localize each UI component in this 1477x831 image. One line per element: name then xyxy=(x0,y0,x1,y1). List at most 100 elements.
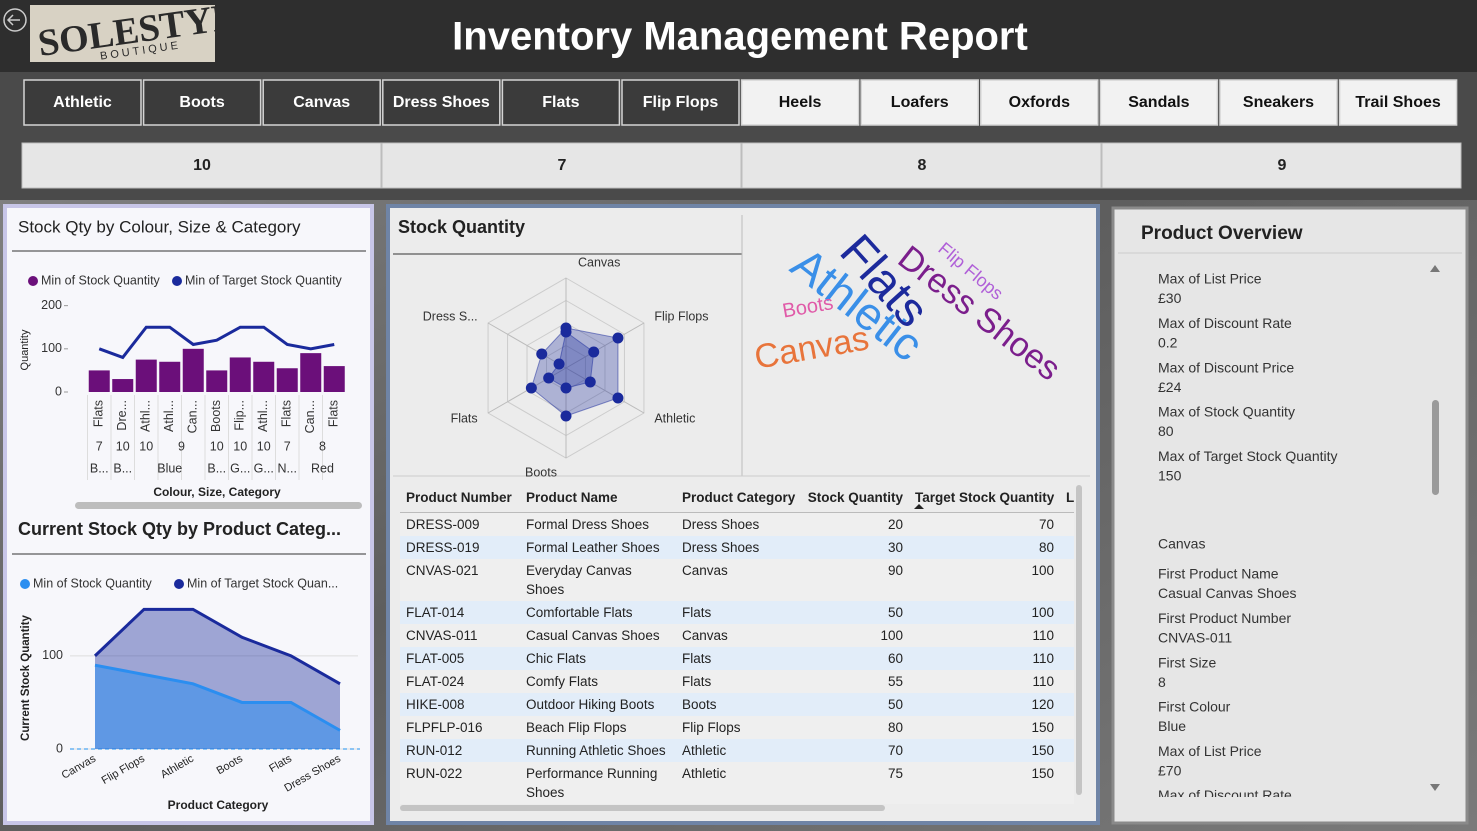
bar xyxy=(135,359,157,392)
table-cell: Athletic xyxy=(676,762,800,804)
filter-button[interactable] xyxy=(860,79,979,126)
filter-button[interactable] xyxy=(621,79,740,126)
table-cell: Everyday Canvas Shoes xyxy=(520,559,676,601)
filter-button[interactable] xyxy=(23,79,142,126)
radar-axis xyxy=(487,322,567,369)
table-cell-empty xyxy=(1060,670,1074,693)
table-cell: 120 xyxy=(909,693,1060,716)
table-cell-empty xyxy=(1060,739,1074,762)
table-cell: Canvas xyxy=(676,624,800,647)
overview-label: Max of Stock Quantity xyxy=(1158,404,1295,420)
bar xyxy=(229,357,251,392)
filter-label: Flip Flops xyxy=(643,94,719,111)
chart-title: Current Stock Qty by Product Categ... xyxy=(18,519,341,539)
colour-label: Red xyxy=(311,461,334,475)
x-tick-label: Athl... xyxy=(162,400,176,432)
table-cell-empty xyxy=(1060,647,1074,670)
table-cell: 150 xyxy=(909,716,1060,739)
filter-button[interactable] xyxy=(1219,79,1338,126)
radar-point xyxy=(612,392,624,404)
filter-button[interactable] xyxy=(980,79,1099,126)
table-cell: CNVAS-021 xyxy=(400,559,520,601)
table-cell: 70 xyxy=(909,512,1060,536)
x-tick-label: Can... xyxy=(303,400,317,433)
overview-value: 8 xyxy=(1158,674,1166,690)
table-cell: 150 xyxy=(909,762,1060,804)
back-button[interactable] xyxy=(3,8,27,32)
overview-label: Max of Discount Rate xyxy=(1158,787,1292,803)
table-cell: 100 xyxy=(909,559,1060,601)
y-tick-label: 0 xyxy=(56,741,63,755)
radar-point xyxy=(584,376,596,388)
overview-value: 80 xyxy=(1158,423,1174,439)
size-label: 10 xyxy=(210,439,224,453)
filter-button[interactable] xyxy=(740,79,860,126)
table-cell: 110 xyxy=(909,624,1060,647)
bar xyxy=(253,361,275,392)
table-cell: FLAT-014 xyxy=(400,601,520,624)
line xyxy=(93,607,341,686)
x-tick-label: Boots xyxy=(209,400,223,432)
table-cell-empty xyxy=(1060,536,1074,559)
table-cell: Canvas xyxy=(676,559,800,601)
column-header: Li xyxy=(1060,482,1074,513)
line xyxy=(94,663,341,732)
scrollbar[interactable] xyxy=(1076,485,1082,795)
table-cell: FLAT-024 xyxy=(400,670,520,693)
kpi-value: 9 xyxy=(1278,157,1287,174)
table-cell: FLAT-005 xyxy=(400,647,520,670)
table-cell-empty xyxy=(1060,693,1074,716)
bar xyxy=(206,370,228,392)
overview-label: First Product Name xyxy=(1158,566,1279,582)
table-head: Product Number Product Name Product Catego… xyxy=(400,482,1074,513)
overview-label: Max of Target Stock Quantity xyxy=(1158,448,1338,464)
table-row: FLAT-005 Chic Flats Flats 60 110 xyxy=(400,647,1074,670)
filter-button[interactable] xyxy=(142,79,262,126)
filter-button[interactable] xyxy=(1338,79,1458,126)
table-cell: Athletic xyxy=(676,739,800,762)
size-label: 8 xyxy=(319,439,326,453)
filter-button[interactable] xyxy=(382,79,501,126)
table-cell: 60 xyxy=(800,647,909,670)
table-cell: Performance Running Shoes xyxy=(520,762,676,804)
size-label: 10 xyxy=(257,439,271,453)
kpi-value: 7 xyxy=(558,157,567,174)
filter-label: Sneakers xyxy=(1243,94,1314,111)
filter-label: Trail Shoes xyxy=(1355,94,1440,111)
y-axis-label: Current Stock Quantity xyxy=(20,614,32,740)
filter-label: Dress Shoes xyxy=(393,94,490,111)
table-cell: Flats xyxy=(676,647,800,670)
colour-label: Blue xyxy=(157,461,182,475)
x-tick-label: Flats xyxy=(92,400,106,427)
x-tick-label: Can... xyxy=(186,400,200,433)
radar-label: Flats xyxy=(451,411,478,425)
table-cell-empty xyxy=(1060,601,1074,624)
bar xyxy=(159,361,181,392)
scrollbar[interactable] xyxy=(75,502,362,509)
table-cell: Chic Flats xyxy=(520,647,676,670)
table-row: RUN-022 Performance Running Shoes Athletic… xyxy=(400,762,1074,804)
x-tick-label: Athl... xyxy=(139,400,153,432)
table-row: FLAT-024 Comfy Flats Flats 55 110 xyxy=(400,670,1074,693)
filter-label: Oxfords xyxy=(1009,94,1070,111)
logo-bg xyxy=(30,5,215,62)
bar xyxy=(112,379,134,392)
overview-label: Max of Discount Rate xyxy=(1158,315,1292,331)
filter-label: Athletic xyxy=(53,94,112,111)
kpi-card xyxy=(1101,142,1462,189)
line xyxy=(98,325,335,360)
kpi-card xyxy=(741,142,1102,189)
back-arrow xyxy=(6,14,20,26)
filter-button[interactable] xyxy=(501,79,621,126)
scroll-thumb[interactable] xyxy=(1432,400,1439,495)
table-cell: 100 xyxy=(800,624,909,647)
chart-title: Stock Qty by Colour, Size & Category xyxy=(18,217,301,236)
table-cell: DRESS-019 xyxy=(400,536,520,559)
filter-button[interactable] xyxy=(262,79,381,126)
page-title: Inventory Management Report xyxy=(452,15,1028,59)
table-cell: 150 xyxy=(909,739,1060,762)
filter-button[interactable] xyxy=(1099,79,1219,126)
scrollbar[interactable] xyxy=(400,805,885,811)
